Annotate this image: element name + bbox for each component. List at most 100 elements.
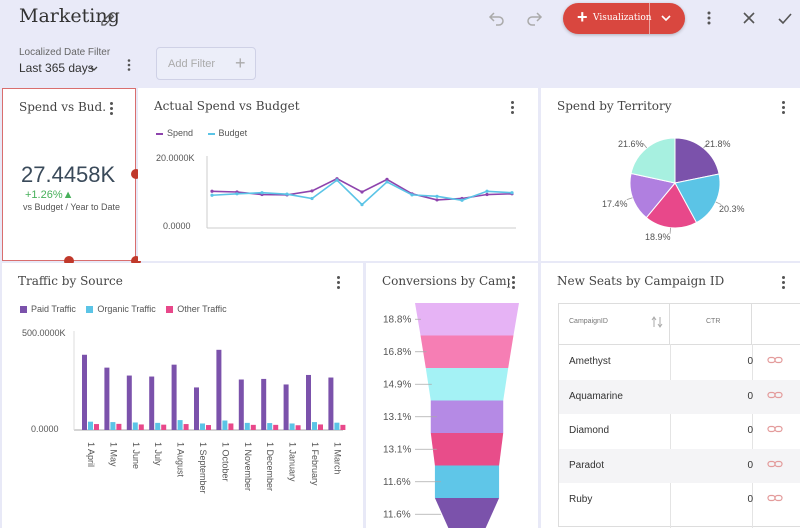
bar-other-traffic[interactable] bbox=[94, 424, 99, 430]
bar-other-traffic[interactable] bbox=[340, 424, 346, 430]
data-point[interactable] bbox=[385, 180, 389, 184]
add-filter-button[interactable]: Add Filter + bbox=[156, 47, 256, 80]
link-icon[interactable] bbox=[767, 424, 783, 434]
data-point[interactable] bbox=[310, 196, 314, 201]
data-point[interactable] bbox=[335, 178, 339, 182]
funnel-segment[interactable] bbox=[434, 498, 500, 528]
bar-organic-traffic[interactable] bbox=[132, 422, 138, 430]
legend-item-paid[interactable]: Paid Traffic bbox=[20, 304, 76, 314]
card-menu-icon[interactable] bbox=[782, 276, 786, 291]
filter-options-icon[interactable] bbox=[126, 58, 132, 72]
data-point[interactable] bbox=[510, 191, 514, 195]
resize-handle-right[interactable] bbox=[131, 169, 141, 179]
resize-handle-bottom[interactable] bbox=[64, 256, 74, 266]
check-icon[interactable] bbox=[777, 11, 793, 27]
bar-organic-traffic[interactable] bbox=[289, 423, 295, 430]
pie-slice[interactable] bbox=[630, 137, 676, 184]
table-row[interactable]: Amethyst 0 bbox=[559, 345, 800, 379]
chevron-down-icon[interactable] bbox=[89, 64, 99, 74]
spend-by-territory-card[interactable]: Spend by Territory 21.8% 20.3% 18.9% 17.… bbox=[541, 88, 800, 261]
add-visualization-button[interactable]: + Visualization bbox=[563, 3, 685, 34]
bar-organic-traffic[interactable] bbox=[244, 422, 250, 430]
legend-item-spend[interactable]: Spend bbox=[156, 128, 193, 138]
pie-slice[interactable] bbox=[629, 172, 676, 219]
funnel-segment[interactable] bbox=[430, 433, 504, 466]
card-menu-icon[interactable] bbox=[110, 102, 114, 117]
pencil-icon[interactable] bbox=[99, 11, 117, 29]
link-icon[interactable] bbox=[767, 493, 783, 503]
legend-item-budget[interactable]: Budget bbox=[207, 128, 247, 138]
data-point[interactable] bbox=[285, 192, 289, 196]
link-icon[interactable] bbox=[767, 459, 783, 469]
table-row[interactable]: Aquamarine 0 bbox=[559, 379, 800, 414]
chevron-down-icon[interactable] bbox=[659, 11, 673, 25]
table-row[interactable]: Paradot 0 bbox=[559, 448, 800, 483]
redo-icon[interactable] bbox=[525, 9, 543, 27]
conversions-by-campaign-card[interactable]: Conversions by Camp... 18.8% 16.8% 14.9% 13… bbox=[366, 263, 538, 528]
bar-paid-traffic[interactable] bbox=[126, 375, 132, 430]
data-point[interactable] bbox=[435, 198, 439, 202]
funnel-segment[interactable] bbox=[434, 465, 500, 499]
funnel-segment[interactable] bbox=[420, 335, 514, 369]
data-point[interactable] bbox=[210, 193, 214, 197]
bar-paid-traffic[interactable] bbox=[328, 377, 334, 430]
bar-organic-traffic[interactable] bbox=[312, 422, 317, 430]
data-point[interactable] bbox=[210, 189, 214, 193]
kpi-card[interactable]: Spend vs Bud... 27.4458K +1.26%▲ vs Budg… bbox=[2, 88, 136, 261]
sort-icon[interactable] bbox=[651, 315, 663, 329]
new-seats-card[interactable]: New Seats by Campaign ID CampaignID CTR … bbox=[541, 263, 800, 528]
table-row[interactable]: Diamond 0 bbox=[559, 414, 800, 448]
table-row[interactable]: Ruby 0 bbox=[559, 483, 800, 517]
data-point[interactable] bbox=[235, 192, 239, 196]
bar-other-traffic[interactable] bbox=[116, 423, 122, 430]
traffic-by-source-card[interactable]: Traffic by Source Paid Traffic Organic T… bbox=[2, 263, 363, 528]
bar-other-traffic[interactable] bbox=[183, 424, 189, 430]
bar-other-traffic[interactable] bbox=[161, 424, 167, 430]
dashboard-title[interactable]: Marketing bbox=[19, 5, 120, 27]
data-point[interactable] bbox=[310, 189, 314, 193]
more-options-icon[interactable] bbox=[706, 10, 712, 26]
bar-organic-traffic[interactable] bbox=[177, 420, 183, 430]
legend-item-organic[interactable]: Organic Traffic bbox=[86, 304, 156, 314]
bar-other-traffic[interactable] bbox=[138, 424, 144, 430]
bar-other-traffic[interactable] bbox=[273, 424, 279, 430]
data-point[interactable] bbox=[260, 191, 264, 195]
funnel-segment[interactable] bbox=[430, 400, 504, 434]
data-point[interactable] bbox=[435, 194, 439, 198]
date-filter-dropdown[interactable]: Last 365 days bbox=[19, 61, 94, 75]
data-point[interactable] bbox=[485, 192, 489, 197]
pie-slice[interactable] bbox=[645, 182, 698, 229]
data-point[interactable] bbox=[460, 198, 464, 202]
bar-paid-traffic[interactable] bbox=[216, 349, 222, 430]
data-point[interactable] bbox=[385, 177, 389, 181]
column-header-campaign[interactable]: CampaignID bbox=[559, 304, 670, 344]
resize-handle-corner[interactable] bbox=[131, 256, 141, 266]
link-icon[interactable] bbox=[767, 355, 783, 365]
bar-organic-traffic[interactable] bbox=[155, 422, 161, 430]
card-menu-icon[interactable] bbox=[337, 276, 341, 291]
bar-other-traffic[interactable] bbox=[206, 425, 211, 430]
bar-organic-traffic[interactable] bbox=[267, 423, 273, 430]
bar-paid-traffic[interactable] bbox=[306, 374, 311, 430]
bar-other-traffic[interactable] bbox=[228, 423, 234, 430]
close-icon[interactable] bbox=[741, 10, 757, 26]
bar-paid-traffic[interactable] bbox=[171, 364, 177, 430]
bar-paid-traffic[interactable] bbox=[149, 376, 155, 430]
card-menu-icon[interactable] bbox=[782, 101, 786, 116]
bar-organic-traffic[interactable] bbox=[200, 423, 205, 430]
pie-slice[interactable] bbox=[674, 173, 721, 224]
bar-paid-traffic[interactable] bbox=[283, 384, 289, 430]
bar-paid-traffic[interactable] bbox=[261, 378, 267, 430]
bar-paid-traffic[interactable] bbox=[104, 367, 110, 430]
card-menu-icon[interactable] bbox=[512, 276, 516, 291]
bar-organic-traffic[interactable] bbox=[222, 420, 228, 430]
bar-other-traffic[interactable] bbox=[295, 425, 301, 430]
undo-icon[interactable] bbox=[488, 9, 506, 27]
bar-organic-traffic[interactable] bbox=[334, 422, 340, 430]
bar-other-traffic[interactable] bbox=[318, 424, 323, 430]
funnel-segment[interactable] bbox=[415, 303, 519, 336]
bar-organic-traffic[interactable] bbox=[110, 422, 116, 430]
legend-item-other[interactable]: Other Traffic bbox=[166, 304, 227, 314]
spend-vs-budget-card[interactable]: Actual Spend vs Budget Spend Budget 20.0… bbox=[138, 88, 538, 261]
bar-organic-traffic[interactable] bbox=[88, 421, 93, 430]
